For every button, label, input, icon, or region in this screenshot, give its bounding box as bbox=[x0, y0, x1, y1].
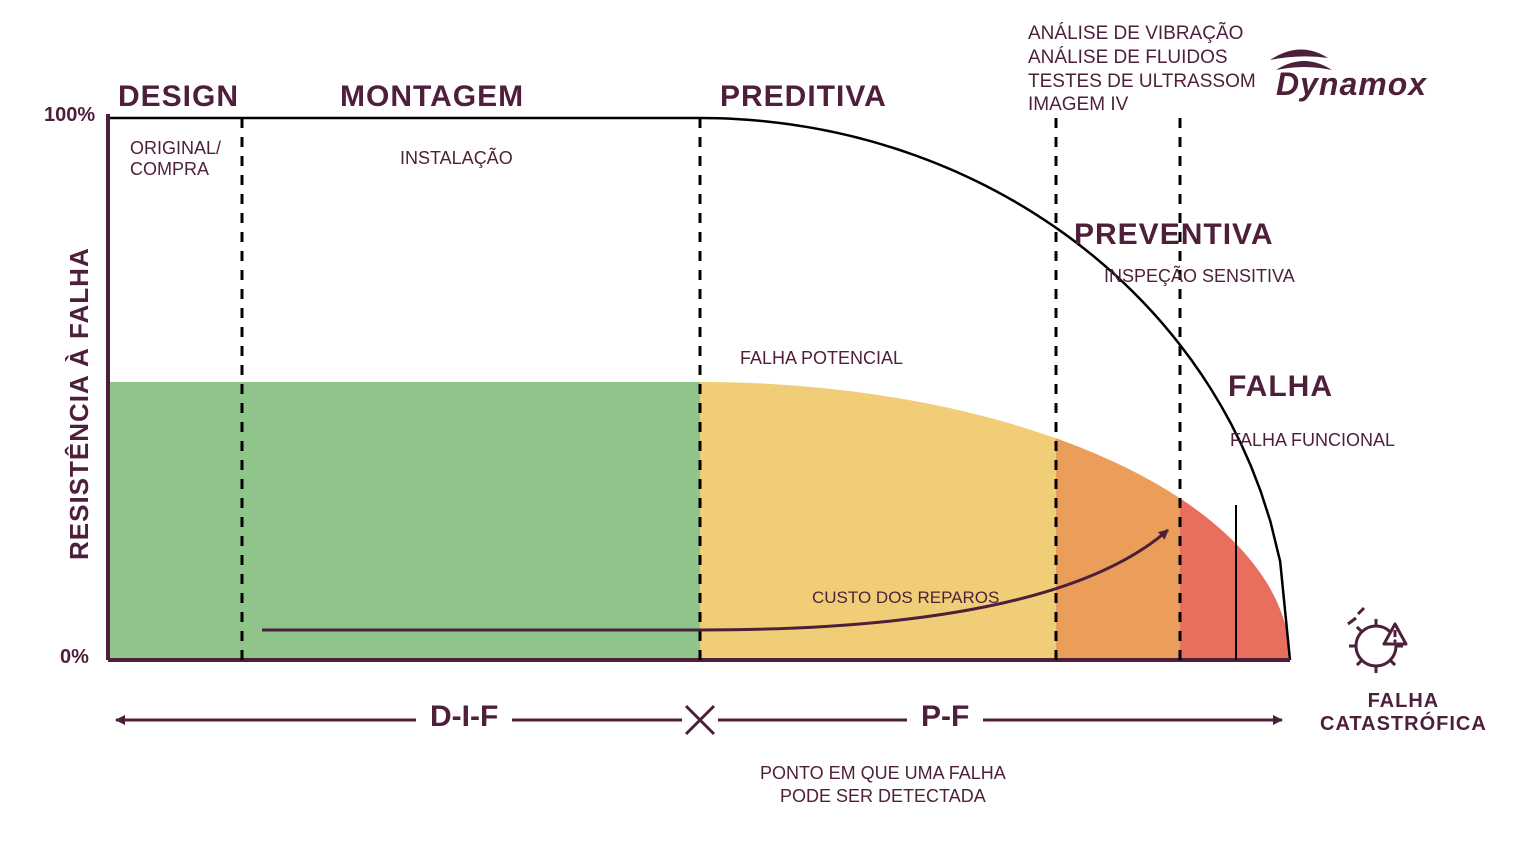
region-orange bbox=[1056, 438, 1180, 660]
y-axis-label: RESISTÊNCIA À FALHA bbox=[64, 247, 95, 560]
ytick-0: 0% bbox=[60, 646, 89, 669]
label-catastrofica: FALHACATASTRÓFICA bbox=[1320, 690, 1487, 736]
segment-divider-x bbox=[686, 706, 714, 734]
label-ponto-detectada: PONTO EM QUE UMA FALHAPODE SER DETECTADA bbox=[760, 762, 1006, 809]
region-green bbox=[108, 382, 700, 660]
phase-sub-design: ORIGINAL/COMPRA bbox=[130, 138, 221, 180]
label-custo: CUSTO DOS REPAROS bbox=[812, 588, 999, 608]
preditiva-methods: ANÁLISE DE VIBRAÇÃOANÁLISE DE FLUIDOSTES… bbox=[1028, 22, 1256, 117]
phase-sub-falha: FALHA FUNCIONAL bbox=[1230, 430, 1395, 451]
segment-label-dif: D-I-F bbox=[416, 700, 512, 734]
phase-title-montagem: MONTAGEM bbox=[340, 80, 524, 114]
phase-title-preventiva: PREVENTIVA bbox=[1074, 218, 1273, 252]
phase-title-design: DESIGN bbox=[118, 80, 239, 114]
phase-sub-montagem: INSTALAÇÃO bbox=[400, 148, 513, 169]
segment-label-pf: P-F bbox=[907, 700, 983, 734]
phase-sub-preventiva: INSPEÇÃO SENSITIVA bbox=[1104, 266, 1295, 287]
brand-name: Dynamox bbox=[1276, 66, 1427, 103]
region-yellow bbox=[700, 382, 1056, 660]
phase-title-falha: FALHA bbox=[1228, 370, 1333, 404]
ytick-100: 100% bbox=[44, 104, 95, 127]
phase-title-preditiva: PREDITIVA bbox=[720, 80, 887, 114]
label-falha-potencial: FALHA POTENCIAL bbox=[740, 348, 903, 369]
catastrophic-failure-icon bbox=[1348, 608, 1406, 673]
